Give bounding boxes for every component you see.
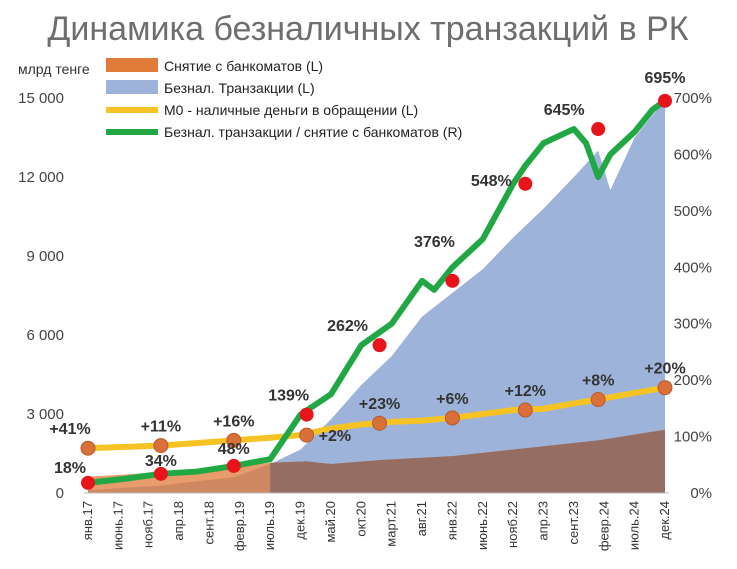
x-tick-label: апр.18 bbox=[171, 501, 186, 541]
y-left-tick-label: 0 bbox=[56, 485, 64, 502]
y-left-tick-label: 6 000 bbox=[26, 327, 64, 344]
x-tick-label: дек.19 bbox=[293, 501, 308, 540]
ratio-annotation-label: 48% bbox=[218, 441, 250, 458]
ratio-annotation-label: 139% bbox=[268, 388, 309, 405]
legend-label: Снятие с банкоматов (L) bbox=[164, 58, 323, 74]
legend-swatch bbox=[106, 80, 158, 94]
legend-swatch bbox=[106, 58, 158, 72]
line-m0 bbox=[87, 384, 666, 452]
y-right-tick-label: 0% bbox=[690, 485, 712, 502]
y-left-tick-label: 3 000 bbox=[26, 406, 64, 423]
ratio-annotation-label: 548% bbox=[471, 173, 512, 190]
area-layer bbox=[88, 99, 665, 494]
y-right-tick-label: 200% bbox=[674, 372, 712, 389]
y-right-tick-label: 500% bbox=[674, 203, 712, 220]
y-axis-right: 0% 100% 200% 300% 400% 500% 600% 700% bbox=[674, 90, 712, 502]
legend-label: Безнал. Транзакции (L) bbox=[164, 80, 315, 96]
y-right-tick-label: 400% bbox=[674, 259, 712, 276]
x-tick-label: июнь.22 bbox=[475, 501, 490, 550]
x-tick-label: июль.19 bbox=[262, 501, 277, 550]
m0-marker bbox=[80, 440, 96, 456]
x-tick-label: нояб.17 bbox=[141, 501, 156, 548]
ratio-marker bbox=[81, 475, 95, 490]
y-left-unit-label: млрд тенге bbox=[18, 61, 90, 77]
x-tick-label: февр.24 bbox=[596, 501, 611, 551]
x-tick-label: нояб.22 bbox=[505, 501, 520, 548]
m0-marker bbox=[517, 402, 533, 418]
m0-annotation-label: +23% bbox=[359, 396, 400, 413]
y-right-tick-label: 300% bbox=[674, 316, 712, 333]
m0-marker bbox=[657, 380, 673, 396]
ratio-marker bbox=[372, 338, 387, 353]
ratio-annotation-label: 695% bbox=[645, 70, 686, 87]
x-tick-label: май.20 bbox=[323, 501, 338, 543]
chart-title: Динамика безналичных транзакций в РК bbox=[47, 10, 688, 48]
x-tick-label: март.21 bbox=[384, 501, 399, 547]
ratio-annotation-label: 18% bbox=[54, 460, 86, 477]
y-right-tick-label: 700% bbox=[674, 90, 712, 107]
x-tick-label: дек.24 bbox=[657, 501, 672, 540]
x-tick-label: февр.19 bbox=[232, 501, 247, 551]
m0-marker bbox=[299, 427, 315, 443]
m0-marker bbox=[153, 438, 169, 454]
x-tick-label: окт.20 bbox=[353, 501, 368, 537]
x-axis: янв.17 июнь.17 нояб.17 апр.18 сент.18 февр.19… bbox=[80, 492, 672, 551]
x-tick-label: сент.23 bbox=[566, 501, 581, 545]
y-axis-left: 0 3 000 6 000 9 000 12 000 15 000 bbox=[18, 90, 64, 502]
ratio-marker bbox=[518, 176, 533, 191]
x-tick-label: июль.24 bbox=[627, 501, 642, 550]
m0-annotation-label: +2% bbox=[319, 428, 351, 445]
ratio-marker bbox=[153, 466, 168, 481]
ratio-marker bbox=[658, 93, 672, 108]
ratio-annotation-label: 376% bbox=[414, 234, 455, 251]
m0-annotation-label: +16% bbox=[213, 413, 254, 430]
x-tick-label: сент.18 bbox=[201, 501, 216, 545]
area-noncash-transactions bbox=[88, 99, 665, 494]
area-atm-overlap bbox=[270, 429, 665, 493]
m0-annotation-label: +8% bbox=[582, 373, 614, 390]
m0-annotation-label: +11% bbox=[141, 419, 181, 436]
y-right-tick-label: 100% bbox=[674, 429, 712, 446]
x-tick-label: янв.22 bbox=[444, 501, 459, 540]
y-left-tick-label: 12 000 bbox=[18, 169, 64, 186]
ratio-marker bbox=[299, 407, 314, 422]
ratio-annotation-label: 34% bbox=[145, 453, 177, 470]
x-tick-label: янв.17 bbox=[80, 501, 95, 540]
m0-marker bbox=[226, 432, 242, 448]
marker-layer: +41% +11% +16% +2% +23% +6% +12% +8% +20% 18% 34% 4… bbox=[49, 70, 686, 490]
m0-annotation-label: +20% bbox=[644, 361, 685, 378]
y-left-tick-label: 9 000 bbox=[26, 248, 64, 265]
x-tick-label: июнь.17 bbox=[110, 501, 125, 550]
m0-marker bbox=[372, 415, 388, 431]
ratio-marker bbox=[226, 458, 241, 473]
x-tick-label: авг.21 bbox=[414, 501, 429, 536]
m0-annotation-label: +41% bbox=[49, 421, 90, 438]
m0-annotation-label: +12% bbox=[505, 383, 546, 400]
y-left-tick-label: 15 000 bbox=[18, 90, 64, 107]
m0-marker bbox=[590, 392, 606, 408]
m0-marker bbox=[444, 410, 460, 426]
legend-label: Безнал. транзакции / снятие с банкоматов… bbox=[164, 124, 462, 140]
ratio-annotation-label: 262% bbox=[327, 318, 368, 335]
y-right-tick-label: 600% bbox=[674, 146, 712, 163]
legend-label: M0 - наличные деньги в обращении (L) bbox=[164, 102, 418, 118]
ratio-marker bbox=[445, 273, 460, 288]
ratio-annotation-label: 645% bbox=[544, 102, 585, 119]
ratio-marker bbox=[591, 122, 606, 137]
x-tick-label: апр.23 bbox=[536, 501, 551, 541]
legend: Снятие с банкоматов (L) Безнал. Транзакци… bbox=[106, 58, 462, 140]
m0-annotation-label: +6% bbox=[436, 391, 468, 408]
